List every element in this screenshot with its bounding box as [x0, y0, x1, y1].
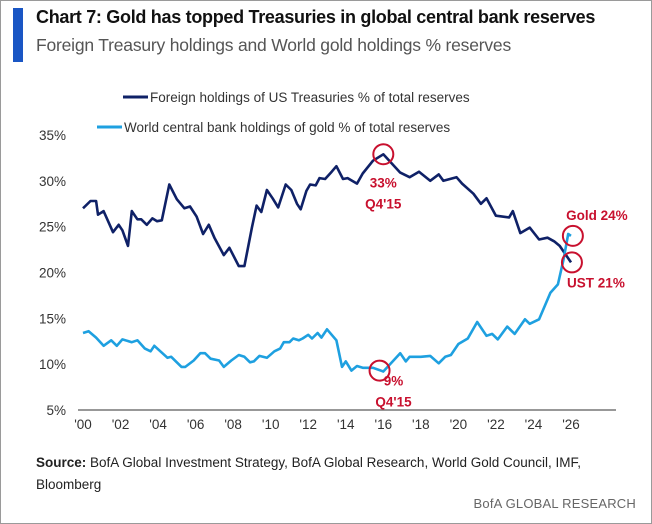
annotation-circle — [372, 143, 395, 166]
x-tick-label: '06 — [187, 417, 205, 432]
source-text: BofA Global Investment Strategy, BofA Gl… — [36, 455, 581, 492]
chart-subtitle: Foreign Treasury holdings and World gold… — [36, 35, 512, 55]
annotation-label: UST 21% — [567, 275, 625, 290]
annotation-label: Gold 24% — [566, 208, 628, 223]
x-tick-label: '14 — [337, 417, 355, 432]
treasuries-series-line — [82, 153, 573, 268]
legend-label: World central bank holdings of gold % of… — [124, 120, 450, 135]
x-tick-label: '00 — [74, 417, 92, 432]
legend-label: Foreign holdings of US Treasuries % of t… — [150, 90, 470, 105]
x-tick-label: '16 — [375, 417, 393, 432]
source-note: Source: BofA Global Investment Strategy,… — [36, 452, 626, 496]
x-tick-label: '04 — [149, 417, 167, 432]
x-tick-label: '20 — [450, 417, 468, 432]
y-tick-label: 25% — [39, 220, 66, 235]
x-tick-label: '02 — [112, 417, 130, 432]
y-tick-label: 20% — [39, 266, 66, 281]
x-tick-label: '08 — [224, 417, 242, 432]
gold-series-line — [82, 232, 572, 373]
x-tick-label: '18 — [412, 417, 430, 432]
brand-footer: BofA GLOBAL RESEARCH — [473, 496, 636, 511]
y-tick-label: 5% — [46, 403, 66, 418]
y-tick-label: 35% — [39, 128, 66, 143]
chart-title: Chart 7: Gold has topped Treasuries in g… — [36, 7, 596, 27]
y-tick-label: 30% — [39, 174, 66, 189]
annotation-label: Q4'15 — [375, 395, 412, 410]
title-accent-bar — [13, 8, 23, 62]
source-label: Source: — [36, 455, 87, 470]
x-tick-label: '22 — [487, 417, 505, 432]
x-tick-label: '12 — [299, 417, 317, 432]
annotation-label: 9% — [384, 374, 404, 389]
x-tick-label: '10 — [262, 417, 280, 432]
y-tick-label: 15% — [39, 311, 66, 326]
annotation-label: 33% — [370, 175, 397, 190]
x-tick-label: '24 — [525, 417, 543, 432]
x-tick-label: '26 — [562, 417, 580, 432]
annotation-circle — [368, 359, 391, 382]
y-tick-label: 10% — [39, 357, 66, 372]
annotation-circle — [561, 224, 584, 247]
annotation-label: Q4'15 — [365, 196, 402, 211]
annotation-circle — [560, 251, 583, 274]
